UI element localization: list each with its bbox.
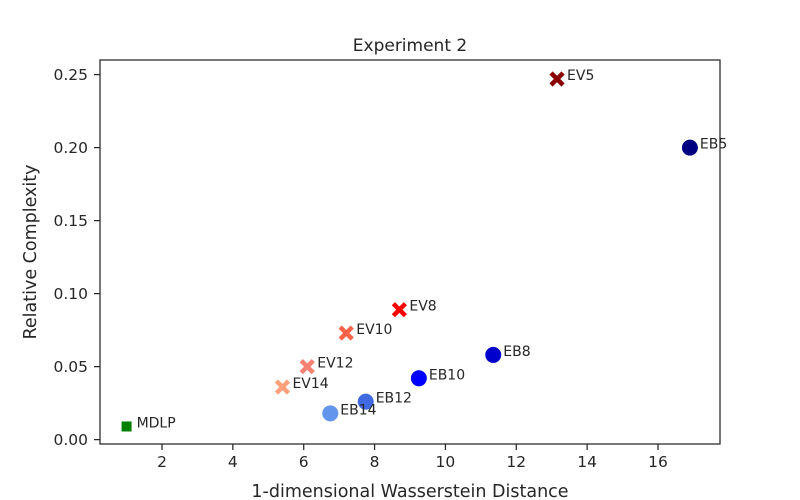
x-tick-label: 4: [228, 453, 238, 471]
x-tick-label: 6: [299, 453, 309, 471]
x-tick-label: 14: [577, 453, 597, 471]
point-eb10: [410, 370, 427, 387]
label-ev8: EV8: [409, 299, 436, 315]
y-tick-label: 0.10: [53, 285, 88, 303]
y-tick-label: 0.20: [53, 139, 88, 157]
label-ev5: EV5: [567, 68, 594, 84]
point-eb12: [357, 393, 374, 410]
label-ev14: EV14: [292, 376, 328, 392]
point-ev12: [299, 359, 315, 375]
point-eb5: [681, 139, 698, 156]
label-eb14: EB14: [340, 402, 376, 418]
label-ev10: EV10: [356, 322, 392, 338]
point-ev8: [391, 302, 407, 318]
label-mdlp: MDLP: [137, 415, 176, 431]
label-eb5: EB5: [700, 137, 727, 153]
point-mdlp: [121, 421, 132, 432]
y-tick-label: 0.00: [53, 431, 88, 449]
y-axis: 0.00 0.05 0.10 0.15 0.20 0.25: [53, 66, 100, 449]
label-eb8: EB8: [503, 344, 530, 360]
x-axis-label: 1-dimensional Wasserstein Distance: [251, 482, 568, 500]
point-ev10: [338, 325, 354, 341]
data-points: [121, 71, 698, 432]
point-eb14: [322, 405, 339, 422]
y-tick-label: 0.25: [53, 66, 88, 84]
y-tick-label: 0.05: [53, 358, 88, 376]
x-axis: 2 4 6 8 10 12 14 16: [157, 444, 668, 471]
point-eb8: [485, 346, 502, 363]
chart-title: Experiment 2: [353, 36, 467, 56]
plot-frame: [99, 59, 721, 445]
x-tick-label: 8: [370, 453, 380, 471]
x-tick-label: 2: [157, 453, 167, 471]
y-tick-label: 0.15: [53, 212, 88, 230]
x-tick-label: 16: [648, 453, 668, 471]
label-ev12: EV12: [317, 356, 353, 372]
label-eb12: EB12: [376, 391, 412, 407]
x-tick-label: 12: [506, 453, 526, 471]
point-ev14: [274, 379, 291, 395]
y-axis-label: Relative Complexity: [21, 165, 41, 340]
label-eb10: EB10: [429, 367, 465, 383]
x-tick-label: 10: [436, 453, 456, 471]
point-ev5: [549, 71, 565, 87]
